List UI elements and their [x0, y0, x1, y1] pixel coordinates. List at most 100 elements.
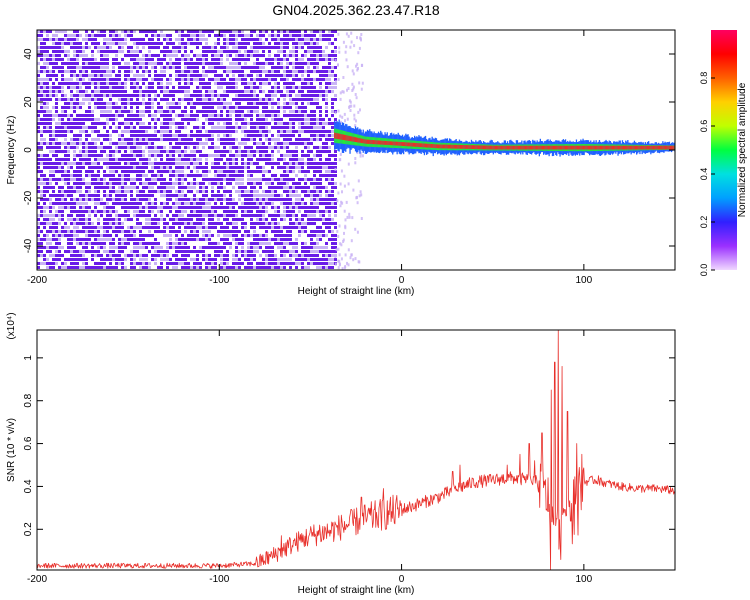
noise-cell — [97, 198, 100, 201]
noise-cell — [139, 262, 142, 265]
noise-cell — [154, 74, 157, 77]
noise-cell — [319, 54, 322, 57]
noise-cell — [301, 198, 304, 201]
noise-cell — [166, 250, 169, 253]
noise-cell — [97, 146, 100, 149]
noise-cell — [70, 102, 73, 105]
noise-cell — [178, 30, 181, 33]
noise-cell — [220, 102, 223, 105]
noise-cell — [145, 186, 148, 189]
noise-cell — [295, 158, 298, 161]
noise-cell — [325, 90, 328, 93]
noise-cell — [232, 110, 235, 113]
noise-cell — [46, 258, 49, 261]
noise-cell — [307, 78, 310, 81]
noise-cell — [226, 182, 229, 185]
noise-cell — [94, 78, 97, 81]
noise-cell — [79, 206, 82, 209]
noise-cell — [310, 242, 313, 245]
noise-cell — [151, 242, 154, 245]
noise-cell — [325, 146, 328, 149]
noise-cell — [76, 202, 79, 205]
noise-cell — [133, 242, 136, 245]
noise-cell — [142, 162, 145, 165]
noise-cell — [100, 74, 103, 77]
noise-cell — [40, 102, 43, 105]
noise-cell — [133, 86, 136, 89]
noise-cell — [223, 174, 226, 177]
noise-cell — [64, 206, 67, 209]
noise-cell — [298, 262, 301, 265]
noise-cell — [46, 50, 49, 53]
noise-cell — [136, 210, 139, 213]
noise-cell — [289, 62, 292, 65]
noise-cell — [88, 66, 91, 69]
noise-cell — [91, 230, 94, 233]
noise-cell — [256, 194, 259, 197]
noise-cell — [226, 50, 229, 53]
noise-cell — [298, 122, 301, 125]
noise-cell — [301, 62, 304, 65]
noise-cell — [313, 206, 316, 209]
noise-cell — [214, 202, 217, 205]
noise-cell — [298, 162, 301, 165]
noise-cell — [262, 258, 265, 261]
noise-cell — [250, 174, 253, 177]
noise-cell — [121, 158, 124, 161]
noise-cell — [214, 46, 217, 49]
noise-cell — [115, 234, 118, 237]
noise-cell — [238, 218, 241, 221]
noise-cell — [130, 178, 133, 181]
noise-cell — [286, 258, 289, 261]
noise-cell — [67, 114, 70, 117]
noise-cell — [328, 38, 331, 41]
noise-cell — [220, 34, 223, 37]
noise-cell — [160, 218, 163, 221]
noise-cell — [175, 218, 178, 221]
noise-cell — [196, 46, 199, 49]
noise-cell — [262, 78, 265, 81]
noise-cell — [253, 258, 256, 261]
noise-cell — [289, 38, 292, 41]
noise-cell — [52, 238, 55, 241]
noise-cell — [235, 122, 238, 125]
noise-cell — [151, 138, 154, 141]
noise-cell — [328, 202, 331, 205]
noise-cell — [127, 238, 130, 241]
noise-cell — [181, 182, 184, 185]
noise-cell — [259, 78, 262, 81]
noise-cell — [145, 234, 148, 237]
noise-cell — [55, 238, 58, 241]
noise-cell — [37, 126, 40, 129]
noise-cell — [313, 138, 316, 141]
noise-cell — [223, 186, 226, 189]
noise-cell — [262, 34, 265, 37]
noise-cell — [121, 130, 124, 133]
noise-cell — [310, 70, 313, 73]
noise-cell — [193, 246, 196, 249]
noise-cell — [337, 32, 340, 36]
noise-cell — [175, 90, 178, 93]
noise-cell — [250, 258, 253, 261]
noise-cell — [103, 242, 106, 245]
noise-cell — [250, 246, 253, 249]
noise-cell — [163, 206, 166, 209]
noise-cell — [142, 126, 145, 129]
noise-cell — [67, 58, 70, 61]
noise-cell — [181, 234, 184, 237]
noise-cell — [103, 182, 106, 185]
noise-cell — [100, 178, 103, 181]
noise-cell — [310, 126, 313, 129]
noise-cell — [232, 166, 235, 169]
noise-cell — [85, 66, 88, 69]
noise-cell — [232, 126, 235, 129]
noise-cell — [196, 42, 199, 45]
noise-cell — [220, 222, 223, 225]
noise-cell — [64, 126, 67, 129]
noise-cell — [325, 266, 328, 269]
noise-cell — [328, 66, 331, 69]
noise-cell — [52, 58, 55, 61]
noise-cell — [163, 122, 166, 125]
noise-cell — [46, 250, 49, 253]
noise-cell — [217, 234, 220, 237]
